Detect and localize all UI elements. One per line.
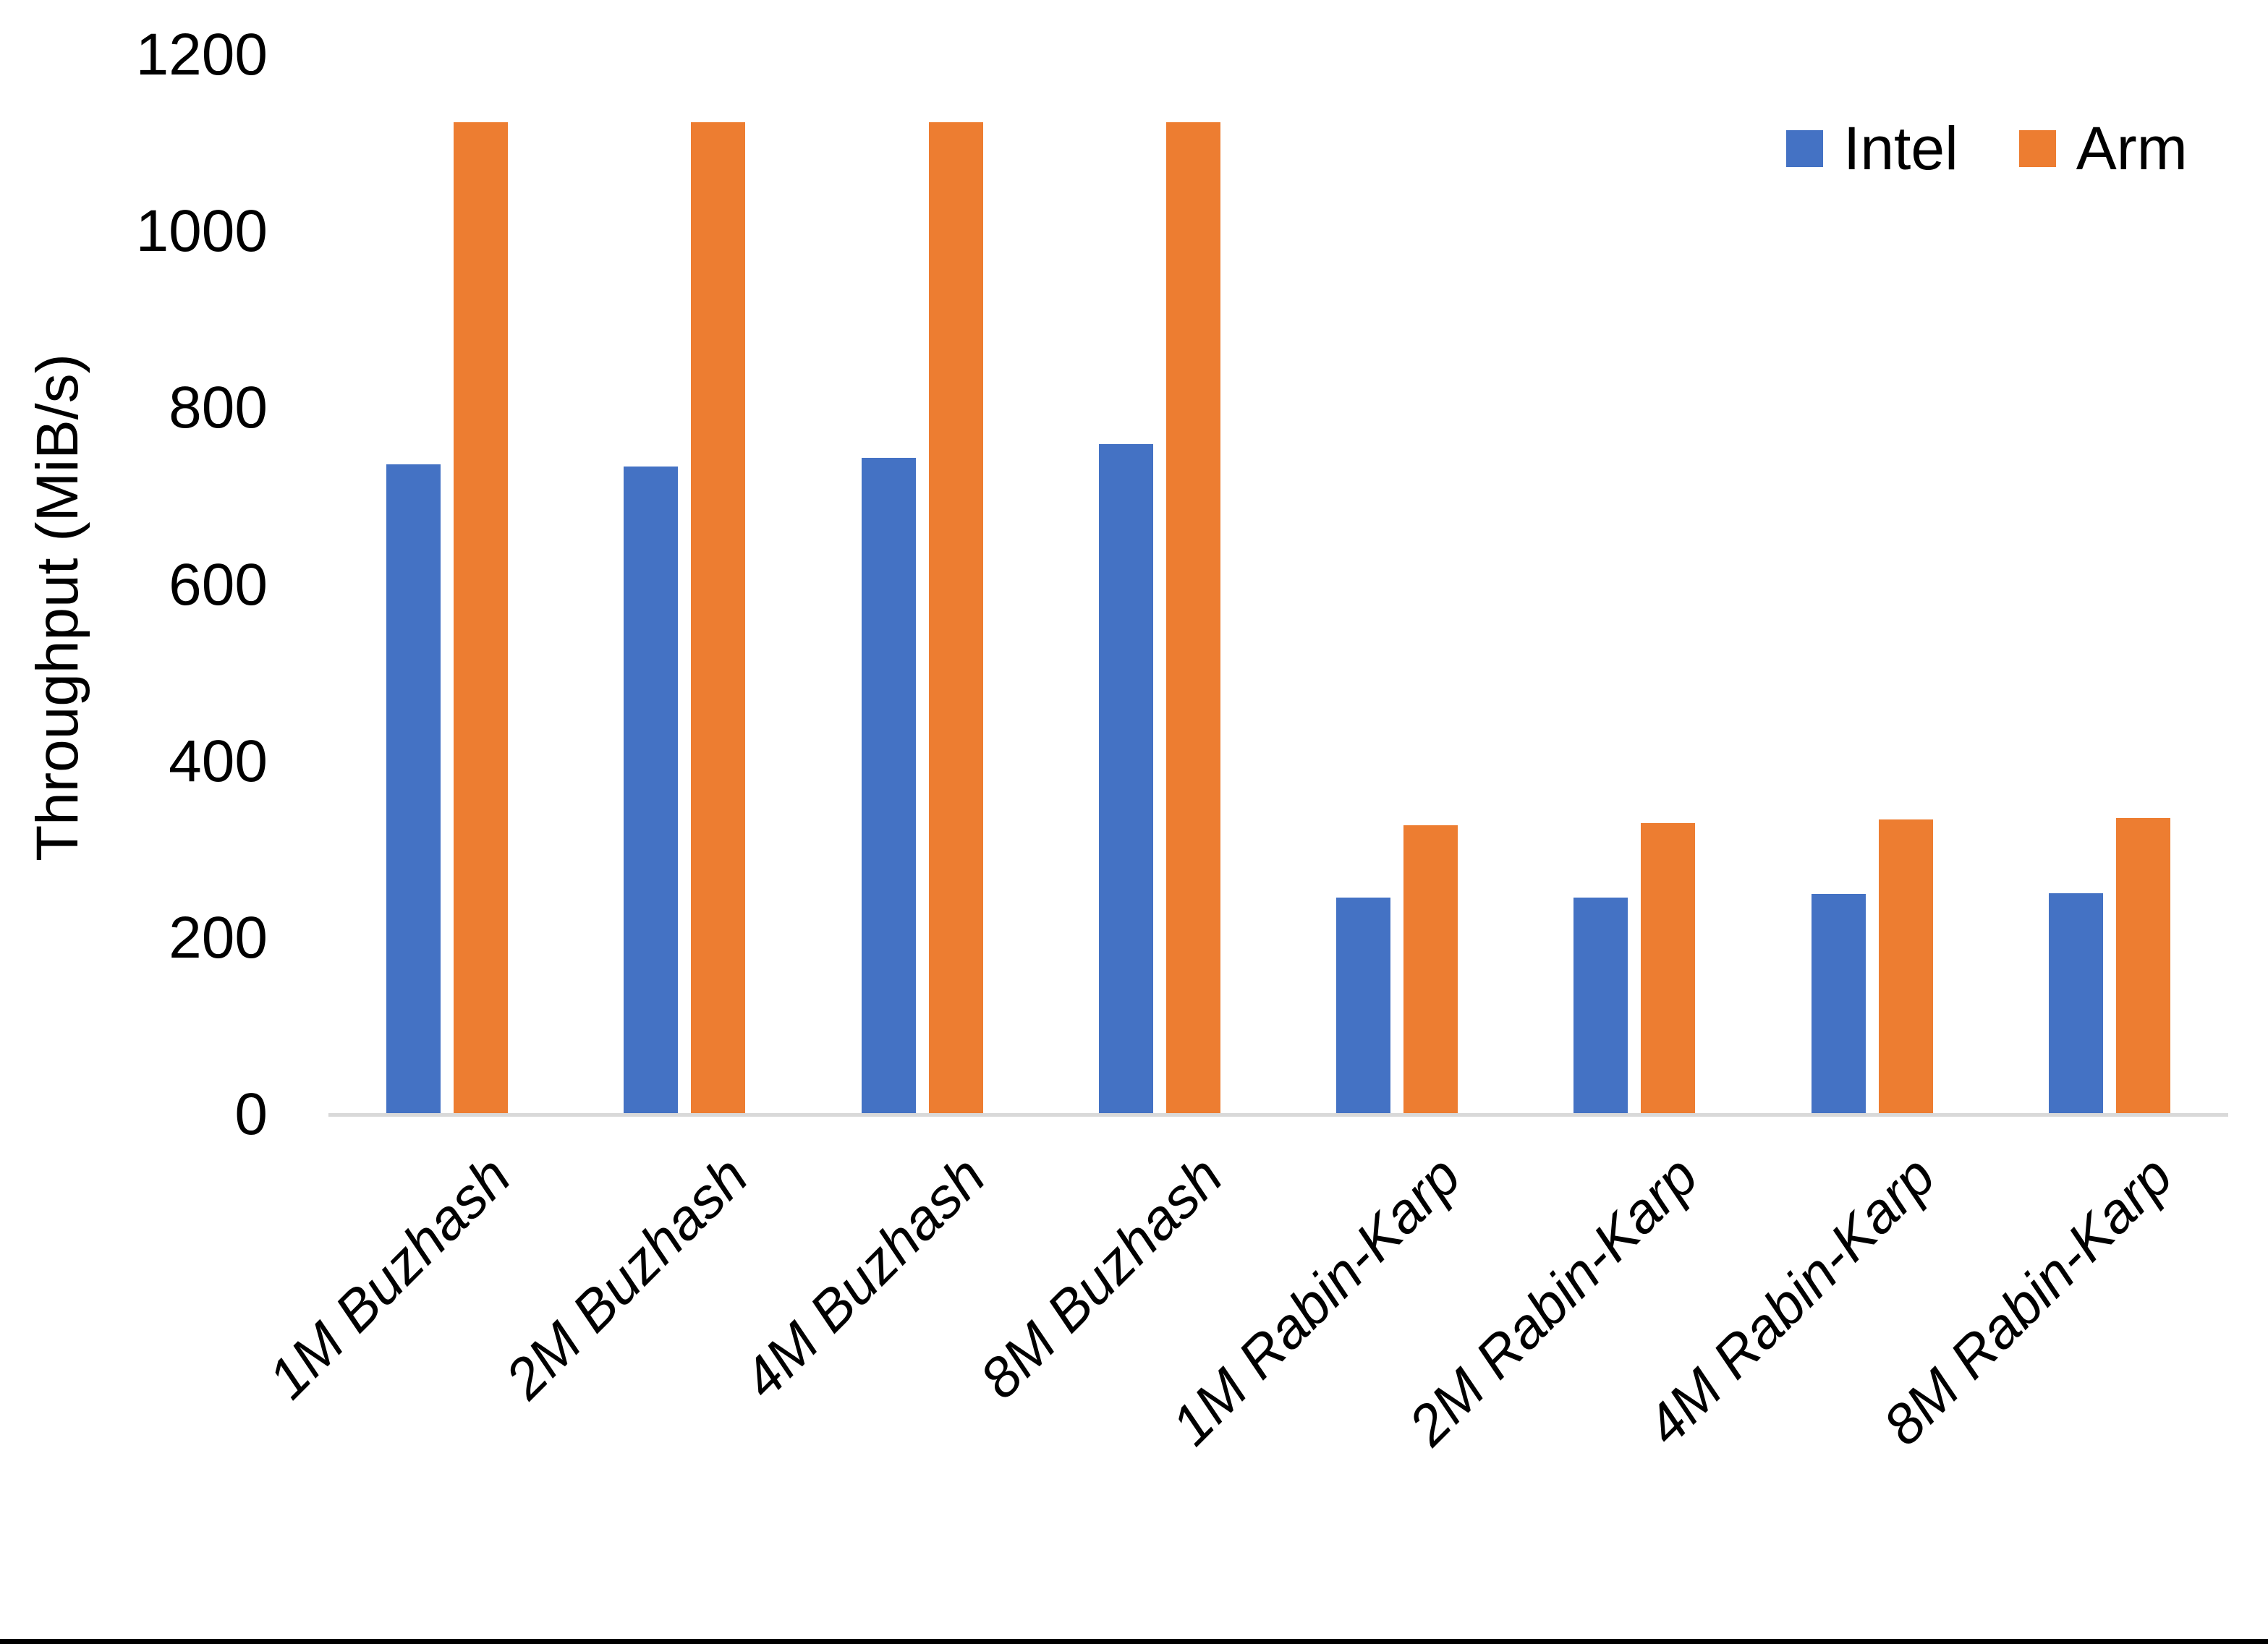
bar-arm-1m-rabin-karp <box>1403 825 1458 1115</box>
legend: Intel Arm <box>1786 112 2188 184</box>
bar-arm-2m-rabin-karp <box>1641 823 1696 1115</box>
legend-label: Intel <box>1843 114 1958 182</box>
bar-arm-4m-rabin-karp <box>1878 819 1933 1115</box>
legend-label: Arm <box>2076 114 2188 182</box>
bar-arm-8m-rabin-karp <box>2115 817 2170 1115</box>
bar-intel-4m-rabin-karp <box>1811 893 1866 1115</box>
y-tick-label: 1000 <box>135 198 268 265</box>
bar-intel-1m-buzhash <box>386 464 441 1115</box>
y-tick-label: 200 <box>169 904 268 971</box>
legend-entry-arm: Arm <box>2018 114 2188 182</box>
bar-intel-8m-rabin-karp <box>2048 893 2103 1115</box>
bar-arm-1m-buzhash <box>454 122 509 1115</box>
bar-intel-8m-buzhash <box>1098 444 1153 1115</box>
y-tick-label: 1200 <box>135 22 268 88</box>
x-category-label: 2M Buzhash <box>493 1143 760 1411</box>
legend-swatch-intel <box>1786 129 1823 167</box>
y-tick-label: 800 <box>169 375 268 441</box>
x-category-label: 1M Buzhash <box>255 1143 522 1411</box>
bar-intel-2m-buzhash <box>624 466 679 1115</box>
x-category-label: 4M Buzhash <box>730 1143 998 1411</box>
bar-arm-4m-buzhash <box>928 122 983 1115</box>
bottom-border <box>0 1639 2268 1644</box>
bar-intel-2m-rabin-karp <box>1573 897 1628 1115</box>
bar-intel-1m-rabin-karp <box>1336 897 1391 1115</box>
x-category-label: 8M Buzhash <box>967 1143 1235 1411</box>
bar-arm-2m-buzhash <box>691 122 746 1115</box>
legend-entry-intel: Intel <box>1786 118 1958 179</box>
x-axis-line <box>328 1113 2228 1117</box>
y-tick-label: 600 <box>169 551 268 618</box>
bar-arm-8m-buzhash <box>1165 122 1220 1115</box>
legend-swatch-arm <box>2018 129 2056 167</box>
bar-intel-4m-buzhash <box>861 457 916 1115</box>
y-tick-label: 400 <box>169 728 268 794</box>
y-tick-label: 0 <box>234 1081 268 1147</box>
